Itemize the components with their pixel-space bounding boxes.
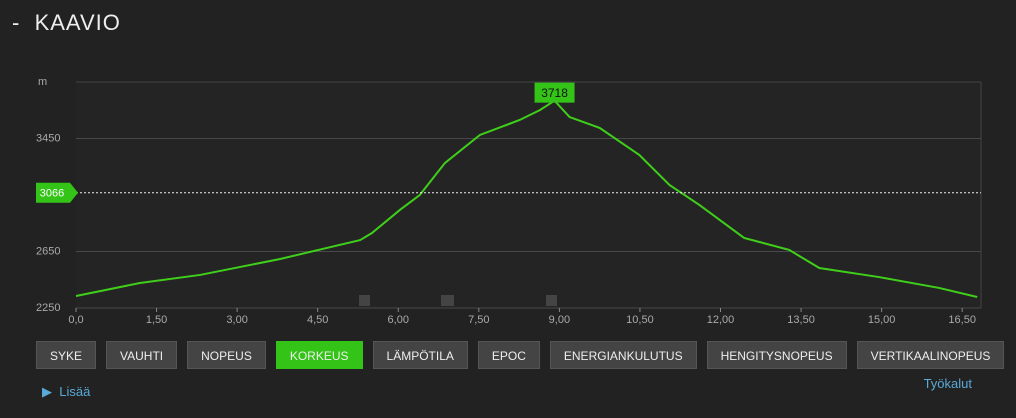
more-link[interactable]: ▶ Lisää (42, 384, 91, 399)
x-tick-label: 1,50 (146, 314, 167, 326)
metric-button[interactable]: EPOC (477, 341, 540, 369)
y-tick-label: 2250 (36, 302, 60, 314)
x-tick-label: 3,00 (226, 314, 247, 326)
button-bar: SYKE VAUHTI NOPEUS KORKEUS LÄMPÖTILA EPOC ENER… (36, 341, 1005, 369)
x-tick-label: 10,50 (626, 314, 654, 326)
metric-button[interactable]: HENGITYSNOPEUS (706, 341, 847, 369)
lap-marker[interactable] (546, 295, 557, 306)
x-tick-label: 15,00 (868, 314, 896, 326)
metric-button[interactable]: KORKEUS (275, 341, 363, 369)
lap-marker[interactable] (441, 295, 454, 306)
marker-tag (36, 182, 78, 203)
more-text[interactable]: Lisää (59, 384, 91, 399)
elevation-line (75, 99, 978, 298)
metric-button[interactable]: SYKE (36, 341, 97, 369)
x-tick-label: 4,50 (307, 314, 328, 326)
lap-marker[interactable] (359, 295, 370, 306)
tools-link[interactable]: Työkalut (923, 376, 972, 391)
section-title: KAAVIO (34, 10, 121, 35)
x-tick-label: 6,00 (388, 314, 409, 326)
marker-label: 3066 (40, 188, 64, 200)
metric-button[interactable]: VAUHTI (106, 341, 178, 369)
x-tick-label: 0,0 (68, 314, 83, 326)
x-tick-label: 13,50 (787, 314, 815, 326)
x-tick-label: 16,50 (948, 314, 976, 326)
x-tick-label: 12,00 (707, 314, 735, 326)
chart: m 2250 2650 3450 0,0 1,50 3,00 4,50 6,00 7,50 9,0… (36, 76, 982, 326)
y-tick-label: 3450 (36, 132, 60, 144)
peak-tag (534, 82, 575, 103)
peak-label: 3718 (541, 86, 568, 100)
metric-button[interactable]: LÄMPÖTILA (372, 341, 468, 369)
metric-button[interactable]: ENERGIANKULUTUS (549, 341, 697, 369)
collapse-icon[interactable]: - (12, 10, 35, 35)
x-tick-label: 9,00 (549, 314, 570, 326)
y-axis-label: m (38, 76, 47, 88)
x-tick-label: 7,50 (468, 314, 489, 326)
section-header[interactable]: - KAAVIO (12, 10, 121, 36)
metric-button[interactable]: VERTIKAALINOPEUS (856, 341, 1005, 369)
metric-button[interactable]: NOPEUS (187, 341, 266, 369)
y-tick-label: 2650 (36, 245, 60, 257)
